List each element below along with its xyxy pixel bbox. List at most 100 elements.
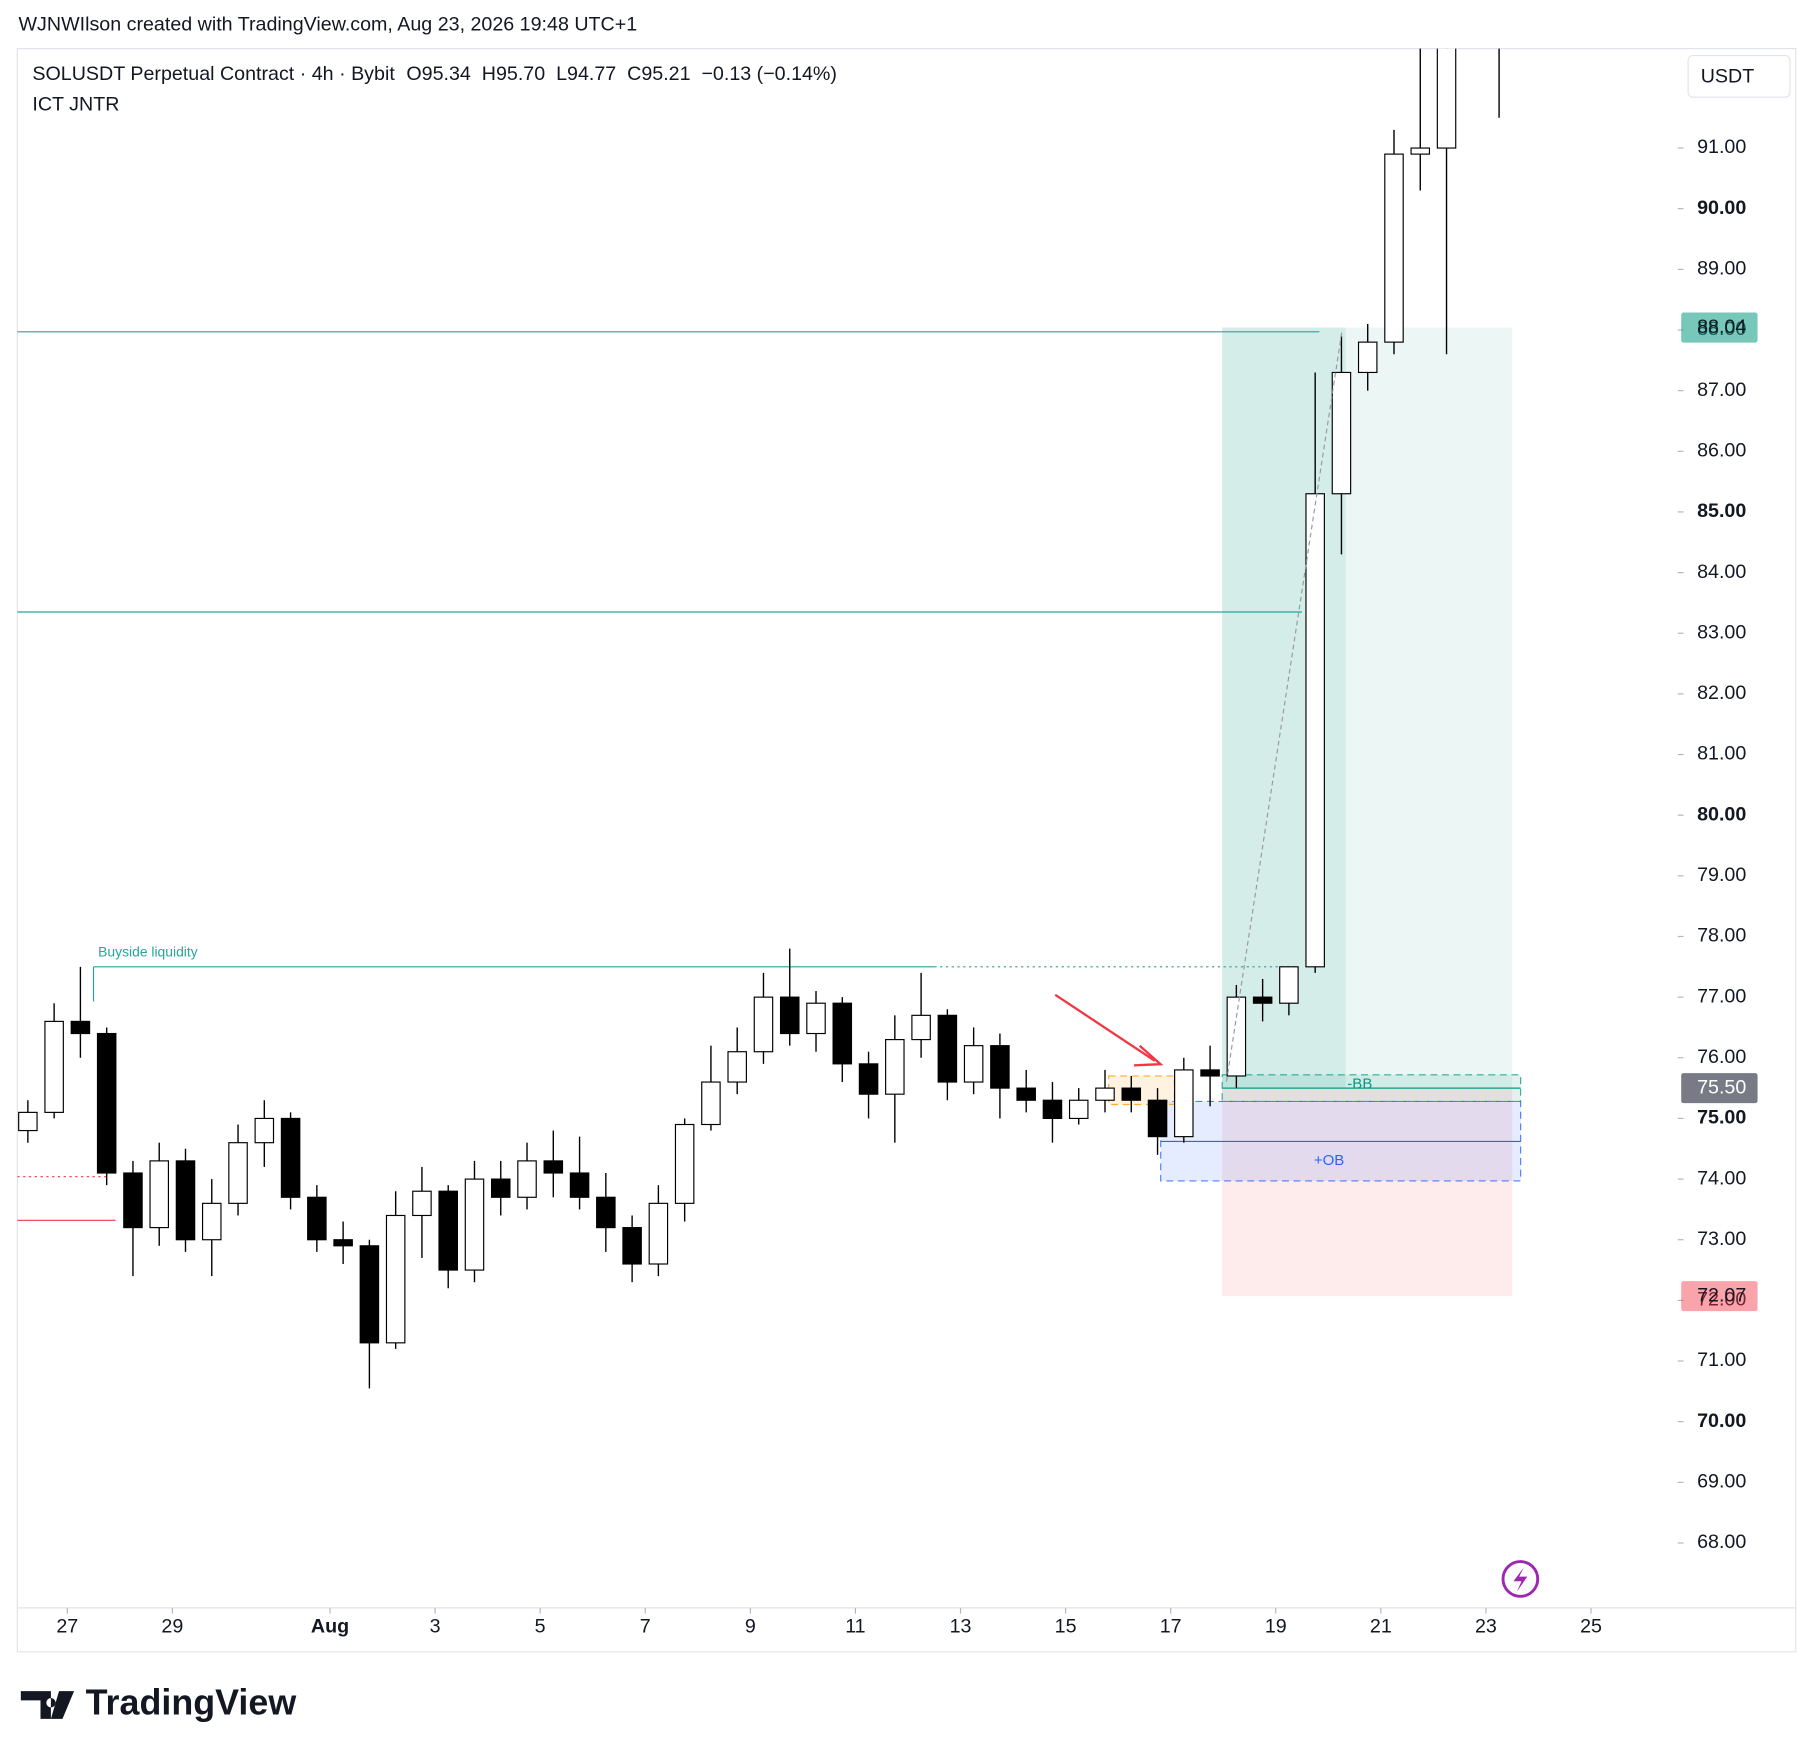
candle-body — [175, 1160, 196, 1241]
candle-body — [123, 1172, 143, 1229]
x-tick-label: 13 — [950, 1616, 972, 1638]
candle-body — [674, 1123, 695, 1204]
y-tick-label: 83.00 — [1697, 621, 1746, 643]
zone-label: -BB — [1347, 1076, 1372, 1093]
y-tick-label: 87.00 — [1697, 379, 1746, 401]
attribution: WJNWIlson created with TradingView.com, … — [19, 14, 638, 36]
position-target-filled — [1222, 327, 1346, 1089]
candle-body — [149, 1160, 169, 1229]
candle-body — [1121, 1087, 1142, 1101]
price-label: 75.50 — [1697, 1076, 1746, 1098]
x-tick-label: 7 — [640, 1616, 651, 1638]
candle-body — [543, 1160, 564, 1174]
y-tick-label: 70.00 — [1697, 1410, 1746, 1432]
alert-icon[interactable] — [1501, 1560, 1540, 1598]
symbol: SOLUSDT Perpetual Contract · 4h · Bybit — [32, 63, 395, 85]
candle-body — [70, 1020, 91, 1035]
candle-body — [990, 1045, 1010, 1089]
y-tick-label: 77.00 — [1697, 985, 1746, 1007]
candle-body — [280, 1117, 301, 1198]
candle-body — [490, 1178, 511, 1198]
candle-body — [622, 1227, 642, 1265]
x-tick-label: 19 — [1265, 1616, 1287, 1638]
y-tick-label: 76.00 — [1697, 1046, 1746, 1068]
candle-body — [858, 1063, 879, 1095]
brand: TradingView — [86, 1683, 297, 1723]
x-tick-label: 27 — [56, 1616, 78, 1638]
price-label-bg — [1681, 312, 1758, 343]
candle-body — [806, 1002, 826, 1035]
candle-body — [648, 1202, 669, 1265]
frame — [16, 48, 1797, 1653]
x-tick-label: Aug — [311, 1616, 349, 1638]
overlay — [1054, 329, 1343, 1082]
x-tick-label: 29 — [161, 1616, 183, 1638]
candle-body — [1200, 1069, 1220, 1077]
candle-body — [963, 1045, 984, 1083]
candle-body — [307, 1196, 327, 1241]
price-label-bg — [1681, 1281, 1758, 1312]
candle-body — [464, 1178, 485, 1271]
y-tick-label: 85.00 — [1697, 500, 1746, 522]
candle-body — [1174, 1069, 1194, 1138]
candle-body — [1226, 996, 1247, 1077]
x-tick-label: 5 — [535, 1616, 546, 1638]
candle-body — [517, 1160, 537, 1198]
candle-body — [1147, 1099, 1168, 1138]
y-tick-label: 90.00 — [1697, 197, 1746, 219]
candle-body — [832, 1002, 853, 1065]
plot-area: Buyside liquidity — [17, 48, 1522, 1389]
annotation-arrow — [1054, 993, 1156, 1062]
y-tick-label: 72.00 — [1697, 1289, 1746, 1311]
candle-body — [1331, 371, 1352, 495]
candle-body — [1279, 966, 1299, 1004]
candle-body — [412, 1190, 432, 1217]
y-tick-label: 68.00 — [1697, 1531, 1746, 1553]
y-tick-label: 89.00 — [1697, 258, 1746, 280]
y-tick-label: 82.00 — [1697, 682, 1746, 704]
candle-body — [254, 1117, 275, 1144]
y-tick-label: 80.00 — [1697, 803, 1746, 825]
candle-body — [438, 1190, 458, 1271]
candle-body — [727, 1051, 747, 1083]
y-tick-label: 81.00 — [1697, 743, 1746, 765]
candle-body — [18, 1111, 38, 1132]
candle-body — [1095, 1087, 1115, 1101]
currency-box[interactable] — [1687, 54, 1791, 98]
candle-body — [937, 1014, 958, 1083]
brand-logo — [20, 1691, 75, 1719]
y-tick-label: 73.00 — [1697, 1228, 1746, 1250]
candle-body — [44, 1020, 64, 1113]
y-tick-label: 71.00 — [1697, 1349, 1746, 1371]
y-tick-label: 84.00 — [1697, 561, 1746, 583]
candle-body — [96, 1032, 117, 1174]
x-tick-label: 21 — [1370, 1616, 1392, 1638]
x-tick-label: 11 — [845, 1616, 865, 1638]
candle-body — [1068, 1099, 1089, 1120]
legend-bg — [32, 60, 889, 121]
x-tick-label: 25 — [1580, 1616, 1602, 1638]
position-stop — [1222, 1088, 1513, 1297]
liquidity-label: Buyside liquidity — [98, 944, 198, 960]
x-tick-label: 9 — [745, 1616, 756, 1638]
candle-body — [1436, 48, 1457, 149]
alert-icon-bolt — [1513, 1567, 1528, 1592]
x-tick-label: 23 — [1475, 1616, 1497, 1638]
candle-body — [1252, 996, 1273, 1004]
candle-body — [701, 1081, 721, 1126]
ohlc: O95.34 H95.70 L94.77 C95.21 −0.13 (−0.14… — [406, 63, 837, 85]
symbol-title: SOLUSDT Perpetual Contract · 4h · Bybit O… — [32, 63, 837, 85]
candle-body — [385, 1214, 406, 1344]
candle-body — [779, 996, 800, 1035]
candle-body — [333, 1239, 353, 1247]
candle-body — [359, 1245, 380, 1344]
x-tick-label: 15 — [1055, 1616, 1077, 1638]
price-label: 72.07 — [1697, 1284, 1746, 1306]
candle-body — [1410, 147, 1431, 155]
currency: USDT — [1701, 66, 1755, 88]
x-tick-label: 17 — [1160, 1616, 1182, 1638]
y-tick-label: 86.00 — [1697, 439, 1746, 461]
y-tick-label: 74.00 — [1697, 1167, 1746, 1189]
